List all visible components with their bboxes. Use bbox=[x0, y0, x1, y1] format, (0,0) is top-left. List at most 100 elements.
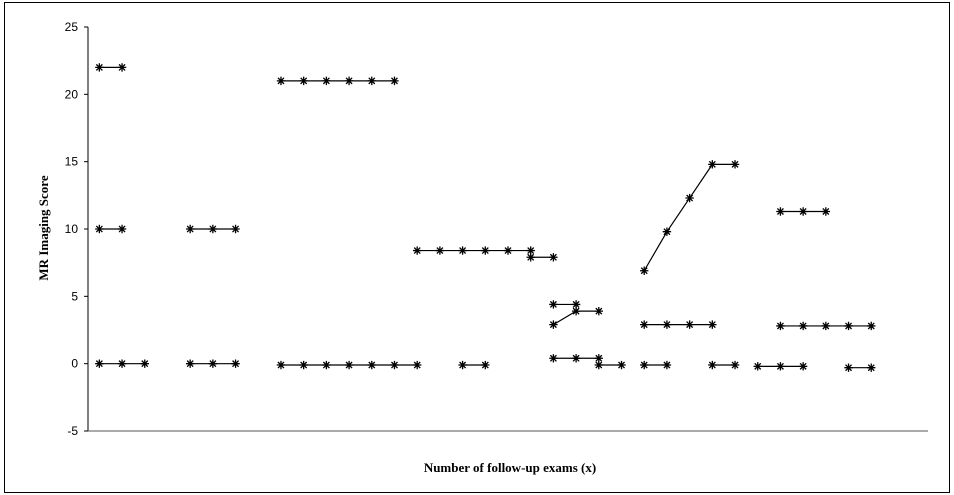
data-point-marker bbox=[117, 359, 127, 368]
series-line bbox=[643, 163, 736, 272]
data-point-marker bbox=[594, 306, 604, 316]
data-point-marker bbox=[662, 360, 672, 370]
data-point-marker bbox=[708, 160, 717, 169]
series-22 bbox=[844, 363, 876, 372]
data-point-marker bbox=[390, 76, 399, 86]
x-axis-label: Number of follow-up exams (x) bbox=[424, 460, 596, 475]
y-tick-label: -5 bbox=[67, 424, 78, 438]
data-point-marker bbox=[367, 76, 376, 86]
data-point-marker bbox=[776, 321, 785, 331]
data-point-marker bbox=[481, 360, 490, 370]
series-7 bbox=[276, 360, 422, 370]
data-point-marker bbox=[95, 63, 104, 72]
data-point-marker bbox=[503, 246, 513, 255]
data-point-marker bbox=[594, 360, 604, 370]
data-point-marker bbox=[617, 360, 626, 370]
data-point-marker bbox=[549, 300, 558, 309]
data-point-marker bbox=[390, 360, 399, 370]
series-8 bbox=[412, 246, 535, 255]
data-point-marker bbox=[640, 320, 649, 329]
y-tick-label: 25 bbox=[65, 20, 79, 34]
data-point-marker bbox=[412, 360, 422, 370]
data-point-marker bbox=[662, 227, 672, 236]
data-point-marker bbox=[821, 321, 831, 331]
data-point-marker bbox=[276, 360, 286, 370]
data-point-marker bbox=[185, 359, 195, 368]
data-point-marker bbox=[776, 207, 785, 216]
data-point-marker bbox=[685, 320, 694, 329]
data-point-marker bbox=[117, 63, 127, 72]
data-point-marker bbox=[299, 76, 308, 86]
data-point-marker bbox=[708, 320, 717, 329]
y-tick-label: 5 bbox=[71, 289, 78, 303]
data-point-marker bbox=[594, 354, 604, 363]
chart-frame bbox=[4, 2, 950, 493]
data-point-marker bbox=[208, 359, 218, 368]
data-point-marker bbox=[344, 76, 354, 86]
series-10 bbox=[526, 253, 558, 262]
data-point-marker bbox=[458, 246, 467, 255]
data-point-marker bbox=[276, 76, 286, 86]
data-point-marker bbox=[640, 360, 649, 370]
data-point-marker bbox=[526, 246, 535, 255]
series-14 bbox=[594, 360, 626, 370]
series-1 bbox=[95, 63, 127, 72]
series-19 bbox=[776, 207, 831, 216]
series-21 bbox=[753, 362, 808, 371]
data-point-marker bbox=[571, 354, 581, 363]
data-point-marker bbox=[844, 321, 853, 331]
data-point-marker bbox=[662, 320, 672, 329]
y-tick-label: 0 bbox=[71, 357, 78, 371]
y-tick-label: 15 bbox=[65, 155, 79, 169]
series-9 bbox=[458, 360, 490, 370]
data-point-marker bbox=[95, 224, 104, 234]
series-13 bbox=[549, 354, 604, 363]
data-point-marker bbox=[867, 321, 876, 331]
data-point-marker bbox=[571, 300, 581, 309]
data-point-marker bbox=[798, 321, 808, 331]
series-6 bbox=[276, 76, 399, 86]
data-point-marker bbox=[117, 224, 127, 234]
data-point-marker bbox=[299, 360, 308, 370]
data-point-marker bbox=[730, 160, 740, 169]
series-2 bbox=[95, 224, 127, 234]
data-point-marker bbox=[640, 266, 649, 275]
data-point-marker bbox=[526, 253, 535, 262]
data-point-marker bbox=[798, 362, 808, 371]
data-point-marker bbox=[322, 360, 331, 370]
data-point-marker bbox=[549, 354, 558, 363]
y-ticks: -5 0 5 10 15 20 25 bbox=[65, 20, 88, 438]
series-11 bbox=[549, 300, 581, 309]
series-20 bbox=[776, 321, 876, 331]
data-point-marker bbox=[821, 207, 831, 216]
data-point-marker bbox=[458, 360, 467, 370]
series-4 bbox=[185, 224, 240, 234]
data-point-marker bbox=[708, 360, 717, 370]
series-5 bbox=[185, 359, 240, 368]
series-3 bbox=[95, 359, 149, 368]
data-point-marker bbox=[231, 359, 240, 368]
data-point-marker bbox=[185, 224, 195, 234]
y-tick-label: 20 bbox=[65, 87, 79, 101]
data-point-marker bbox=[685, 193, 694, 203]
series-12 bbox=[549, 306, 604, 329]
data-point-marker bbox=[798, 207, 808, 216]
data-point-marker bbox=[435, 246, 445, 255]
data-point-marker bbox=[730, 360, 740, 370]
data-point-marker bbox=[549, 320, 558, 329]
data-point-marker bbox=[208, 224, 218, 234]
data-point-marker bbox=[140, 359, 149, 368]
data-point-marker bbox=[844, 363, 853, 372]
data-point-marker bbox=[412, 246, 422, 255]
series-17 bbox=[640, 360, 672, 370]
series-15 bbox=[640, 160, 740, 275]
data-point-marker bbox=[571, 306, 581, 316]
data-point-marker bbox=[776, 362, 785, 371]
data-point-marker bbox=[95, 359, 104, 368]
data-point-marker bbox=[344, 360, 354, 370]
data-point-marker bbox=[753, 362, 762, 371]
y-axis-label: MR Imaging Score bbox=[36, 175, 51, 280]
data-point-marker bbox=[867, 363, 876, 372]
data-point-marker bbox=[481, 246, 490, 255]
